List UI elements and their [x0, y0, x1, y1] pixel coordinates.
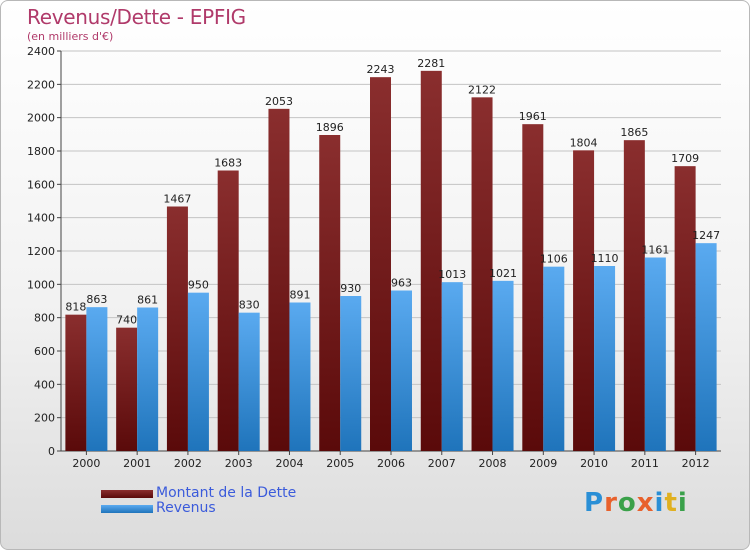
axes: 0 200 400 600 800 1000 1200 1400 1600 1800 2000 220… — [27, 45, 721, 470]
bar-revenue — [594, 266, 616, 451]
data-label-debt: 1865 — [620, 126, 648, 139]
bar-debt — [217, 170, 239, 451]
data-label-revenue: 950 — [188, 279, 209, 292]
bar-debt — [268, 108, 290, 451]
x-tick-label: 2000 — [72, 457, 100, 470]
x-tick-label: 2008 — [479, 457, 507, 470]
logo-letter: i — [654, 488, 665, 518]
bar-debt — [674, 166, 696, 451]
x-tick-label: 2010 — [580, 457, 608, 470]
data-label-revenue: 1021 — [489, 267, 517, 280]
data-label-debt: 2053 — [265, 95, 293, 108]
bar-debt — [623, 140, 645, 451]
bar-debt — [116, 327, 138, 451]
y-tick-label: 0 — [48, 445, 55, 458]
x-tick-label: 2002 — [174, 457, 202, 470]
y-tick-label: 2000 — [27, 112, 55, 125]
data-label-debt: 740 — [116, 314, 137, 327]
data-label-revenue: 963 — [391, 277, 412, 290]
legend-swatch-revenue — [101, 505, 153, 513]
data-label-revenue: 1106 — [540, 253, 568, 266]
bar-debt — [319, 135, 341, 451]
bar-debt — [471, 97, 493, 451]
y-tick-label: 2200 — [27, 78, 55, 91]
data-label-revenue: 830 — [239, 299, 260, 312]
bar-debt — [166, 206, 188, 451]
legend-swatch-debt — [101, 490, 153, 498]
y-tick-label: 2400 — [27, 45, 55, 58]
proxiti-logo: Proxiti — [584, 488, 688, 518]
data-label-debt: 1709 — [671, 152, 699, 165]
data-label-debt: 1804 — [570, 136, 598, 149]
chart-title: Revenus/Dette - EPFIG — [27, 5, 246, 29]
bar-debt — [65, 314, 87, 451]
bar-revenue — [187, 292, 209, 451]
y-tick-label: 1600 — [27, 178, 55, 191]
bar-revenue — [695, 243, 717, 451]
bar-revenue — [492, 280, 514, 451]
bar-revenue — [543, 266, 565, 451]
bar-revenue — [289, 302, 311, 451]
data-label-revenue: 930 — [340, 282, 361, 295]
bar-revenue — [86, 307, 108, 451]
legend-item-debt: Montant de la Dette — [101, 485, 361, 502]
x-tick-label: 2012 — [682, 457, 710, 470]
data-label-revenue: 1161 — [641, 244, 669, 257]
data-label-debt: 818 — [65, 301, 86, 314]
x-tick-label: 2006 — [377, 457, 405, 470]
logo-letter: t — [664, 488, 678, 518]
bar-revenue — [340, 296, 362, 451]
logo-letter: x — [636, 488, 655, 518]
y-tick-label: 1200 — [27, 245, 55, 258]
bar-debt — [522, 124, 544, 452]
y-tick-label: 800 — [34, 312, 55, 325]
data-label-debt: 1467 — [163, 193, 191, 206]
data-label-revenue: 1013 — [438, 268, 466, 281]
y-tick-label: 400 — [34, 378, 55, 391]
x-tick-label: 2009 — [529, 457, 557, 470]
bar-revenue — [441, 282, 463, 451]
data-label-debt: 2281 — [417, 57, 445, 70]
data-label-revenue: 1110 — [591, 252, 619, 265]
bars — [65, 70, 717, 452]
bar-revenue — [644, 257, 666, 451]
bar-debt — [573, 150, 595, 452]
y-tick-label: 1800 — [27, 145, 55, 158]
data-label-revenue: 863 — [86, 293, 107, 306]
data-label-revenue: 1247 — [692, 229, 720, 242]
data-label-debt: 2122 — [468, 83, 496, 96]
chart-subtitle: (en milliers d'€) — [27, 30, 114, 43]
logo-letter: i — [677, 488, 688, 518]
y-tick-label: 1400 — [27, 212, 55, 225]
logo-letter: r — [604, 488, 618, 518]
data-label-debt: 2243 — [367, 63, 395, 76]
data-label-debt: 1896 — [316, 121, 344, 134]
logo-letter: o — [617, 488, 637, 518]
y-tick-label: 600 — [34, 345, 55, 358]
data-label-revenue: 891 — [289, 289, 310, 302]
bar-revenue — [137, 307, 159, 451]
x-tick-label: 2005 — [326, 457, 354, 470]
x-tick-label: 2011 — [631, 457, 659, 470]
legend-label-revenue: Revenus — [156, 500, 216, 516]
bar-revenue — [391, 290, 412, 451]
data-label-revenue: 861 — [137, 294, 158, 307]
x-tick-label: 2003 — [225, 457, 253, 470]
legend-item-revenue: Revenus — [101, 500, 361, 517]
x-tick-label: 2004 — [275, 457, 303, 470]
x-tick-label: 2007 — [428, 457, 456, 470]
x-tick-label: 2001 — [123, 457, 151, 470]
bar-debt — [420, 70, 442, 451]
y-tick-label: 200 — [34, 412, 55, 425]
bar-revenue — [238, 312, 260, 451]
data-label-debt: 1683 — [214, 157, 242, 170]
legend-label-debt: Montant de la Dette — [156, 485, 297, 501]
bar-debt — [370, 77, 391, 452]
logo-letter: P — [584, 488, 605, 518]
y-tick-label: 1000 — [27, 278, 55, 291]
data-label-debt: 1961 — [519, 110, 547, 123]
